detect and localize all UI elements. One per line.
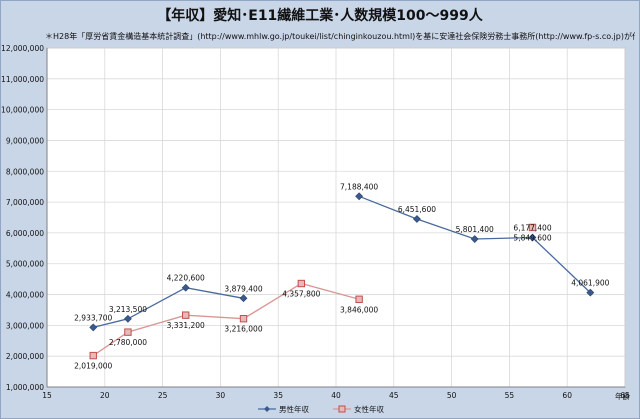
data-label-male: 5,801,400 bbox=[456, 225, 494, 234]
data-label-female: 2,019,000 bbox=[74, 362, 112, 371]
chart-subtitle: ＊H28年「厚労省賃金構造基本統計調査」(http://www.mhlw.go.… bbox=[45, 32, 635, 41]
point-male bbox=[181, 283, 190, 292]
data-label-male: 6,177,400 bbox=[513, 224, 551, 233]
data-label-female: 4,357,800 bbox=[282, 290, 320, 299]
data-label-male: 4,220,600 bbox=[167, 274, 205, 283]
point-female bbox=[182, 311, 190, 319]
point-female bbox=[528, 223, 537, 232]
data-label-female: 5,849,600 bbox=[513, 233, 551, 242]
point-male bbox=[470, 235, 479, 243]
data-label-male: 6,451,600 bbox=[398, 205, 436, 214]
y-tick-label: 3,000,000 bbox=[6, 321, 44, 330]
legend: 男性年収 女性年収 bbox=[258, 404, 384, 414]
point-female bbox=[89, 351, 97, 360]
data-label-male: 4,061,900 bbox=[571, 279, 609, 288]
data-label-female: 3,331,200 bbox=[167, 321, 205, 330]
data-label-male: 2,933,700 bbox=[74, 313, 112, 322]
series-line-male bbox=[93, 287, 244, 329]
point-female bbox=[355, 295, 363, 303]
legend-marker-female bbox=[338, 405, 346, 413]
point-male bbox=[89, 323, 98, 332]
tick-labels: 1,000,000 2,000,000 3,000,000 4,000,000 5,00… bbox=[1, 44, 630, 400]
data-label-male: 3,879,400 bbox=[224, 284, 262, 293]
data-label-female: 2,780,000 bbox=[109, 338, 147, 347]
x-axis-label: 年齢 bbox=[615, 391, 630, 401]
data-label-male: 7,188,400 bbox=[340, 182, 378, 191]
y-tick-label: 7,000,000 bbox=[6, 198, 44, 207]
legend-label-male: 男性年収 bbox=[279, 404, 309, 414]
x-tick-label: 55 bbox=[505, 391, 515, 400]
axes bbox=[46, 48, 625, 388]
data-label-female: 3,216,000 bbox=[224, 325, 262, 334]
series-line-female bbox=[92, 282, 360, 357]
x-tick-label: 25 bbox=[158, 391, 168, 400]
x-tick-label: 35 bbox=[273, 391, 283, 400]
y-tick-label: 2,000,000 bbox=[6, 352, 44, 361]
point-female bbox=[297, 279, 306, 288]
y-tick-label: 11,000,000 bbox=[1, 75, 44, 84]
point-female bbox=[239, 315, 248, 323]
series-markers bbox=[89, 192, 595, 360]
data-label-female: 3,846,000 bbox=[340, 305, 378, 314]
y-tick-label: 5,000,000 bbox=[6, 260, 44, 269]
legend-label-female: 女性年収 bbox=[354, 404, 384, 414]
x-tick-label: 45 bbox=[389, 391, 399, 400]
point-male bbox=[586, 288, 595, 297]
point-male bbox=[355, 192, 364, 201]
x-tick-label: 30 bbox=[216, 391, 226, 400]
y-tick-label: 9,000,000 bbox=[6, 136, 44, 145]
point-female bbox=[124, 328, 132, 336]
y-tick-label: 4,000,000 bbox=[6, 291, 44, 300]
y-tick-label: 8,000,000 bbox=[6, 167, 44, 176]
data-label-male: 3,213,500 bbox=[109, 305, 147, 314]
y-tick-label: 6,000,000 bbox=[6, 229, 44, 238]
chart-title: 【年収】愛知･E11繊維工業･人数規模100～999人 bbox=[157, 8, 483, 24]
x-tick-label: 65 bbox=[620, 391, 630, 400]
x-tick-label: 60 bbox=[562, 391, 572, 400]
legend-marker-male bbox=[264, 406, 270, 412]
x-tick-label: 40 bbox=[331, 391, 341, 400]
x-tick-label: 15 bbox=[42, 391, 52, 400]
y-tick-label: 10,000,000 bbox=[1, 106, 44, 115]
y-tick-label: 1,000,000 bbox=[6, 383, 44, 392]
y-tick-label: 12,000,000 bbox=[1, 44, 44, 53]
point-male bbox=[412, 215, 421, 223]
x-tick-label: 20 bbox=[100, 391, 110, 400]
point-male bbox=[239, 294, 248, 303]
x-tick-label: 50 bbox=[447, 391, 457, 400]
point-male bbox=[528, 233, 537, 242]
point-male bbox=[123, 314, 132, 323]
